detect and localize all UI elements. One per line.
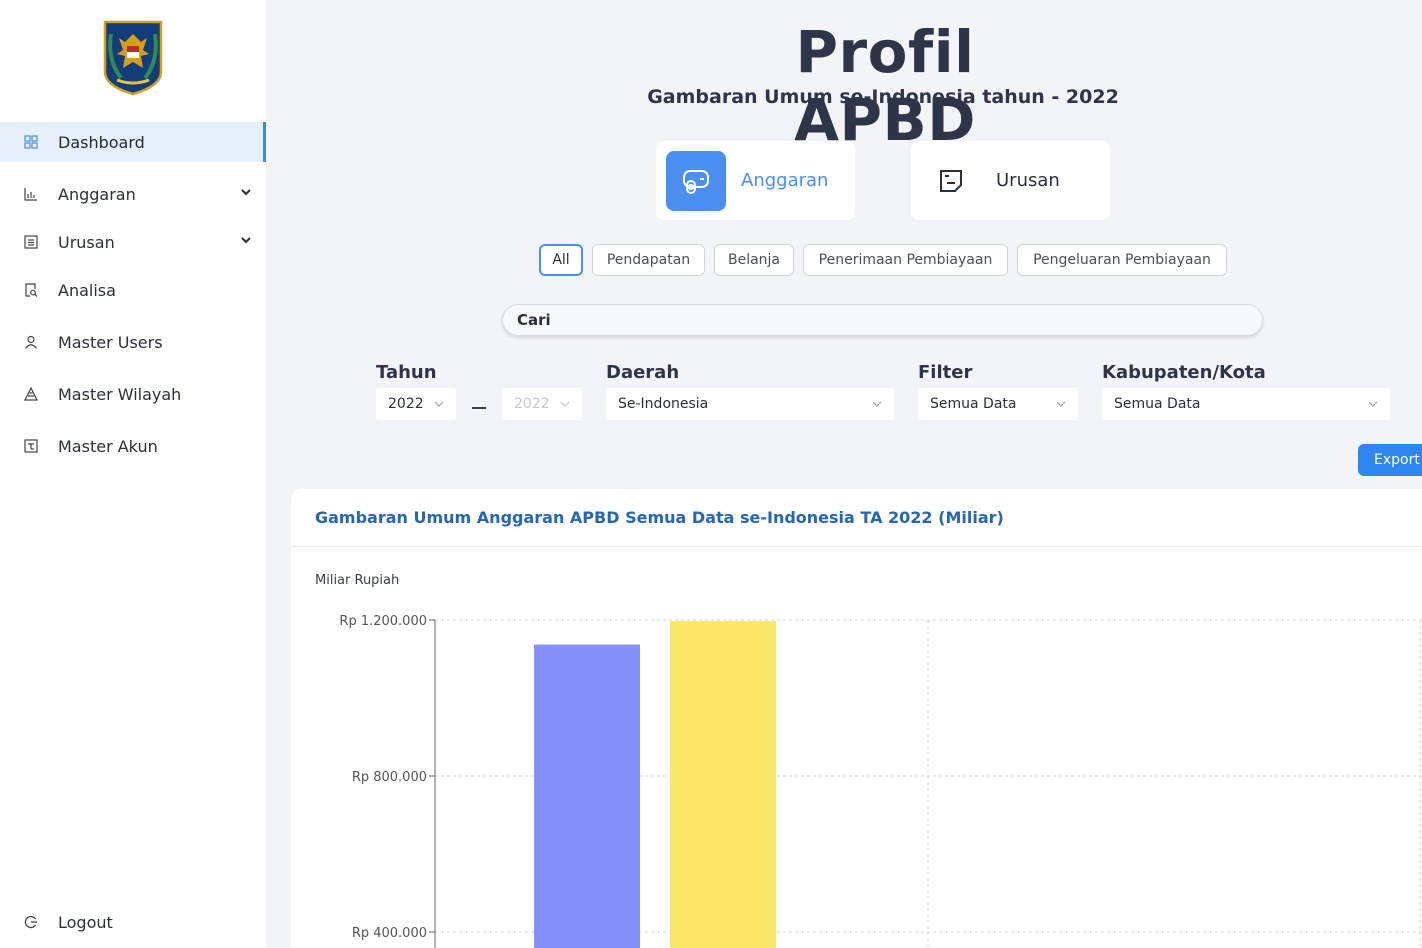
chevron-down-icon — [1368, 401, 1378, 407]
sidebar-item-label: Anggaran — [58, 184, 136, 204]
bar — [670, 621, 776, 948]
tab-label: Urusan — [996, 170, 1060, 191]
logout-button[interactable]: Logout — [0, 902, 266, 942]
tahun-from-select[interactable]: 2022 — [376, 388, 456, 420]
logout-icon — [24, 915, 38, 929]
kemendagri-logo — [103, 20, 163, 96]
range-separator — [472, 407, 486, 409]
grid-icon — [24, 135, 38, 149]
sidebar-item-label: Master Users — [58, 332, 163, 352]
chip-pengeluaran-pembiayaan[interactable]: Pengeluaran Pembiayaan — [1017, 244, 1227, 276]
tahun-from-value: 2022 — [388, 396, 424, 412]
note-icon — [921, 150, 981, 211]
tahun-to-select[interactable]: 2022 — [502, 388, 582, 420]
sidebar-item-dashboard[interactable]: Dashboard — [0, 122, 266, 162]
sidebar-item-label: Dashboard — [58, 132, 145, 152]
export-button[interactable]: Export ( — [1358, 444, 1422, 476]
kabupaten-select[interactable]: Semua Data — [1102, 388, 1390, 420]
kabupaten-value: Semua Data — [1114, 396, 1201, 412]
triangle-map-icon — [24, 387, 38, 401]
sidebar-item-label: Urusan — [58, 232, 115, 252]
chip-pendapatan[interactable]: Pendapatan — [592, 244, 705, 276]
y-tick-label: Rp 400.000 — [352, 926, 427, 941]
user-icon — [24, 335, 38, 349]
chevron-down-icon — [1056, 401, 1066, 407]
search-input[interactable] — [502, 304, 1263, 336]
chevron-down-icon — [872, 401, 882, 407]
chip-penerimaan-pembiayaan[interactable]: Penerimaan Pembiayaan — [803, 244, 1008, 276]
tab-anggaran[interactable]: Anggaran — [656, 141, 855, 220]
chip-all[interactable]: All — [539, 244, 583, 276]
logout-label: Logout — [58, 912, 113, 932]
sidebar-item-master-users[interactable]: Master Users — [0, 322, 266, 362]
filter-select[interactable]: Semua Data — [918, 388, 1078, 420]
list-icon — [24, 235, 38, 249]
sidebar: Dashboard Anggaran Urusan Analisa Master… — [0, 0, 266, 948]
sidebar-item-label: Master Akun — [58, 436, 158, 456]
kabupaten-label: Kabupaten/Kota — [1102, 362, 1266, 383]
chevron-down-icon — [434, 401, 444, 407]
chevron-down-icon — [241, 189, 251, 196]
money-stack-icon — [666, 150, 726, 211]
chevron-down-icon — [241, 237, 251, 244]
account-book-icon — [24, 439, 38, 453]
chart-title: Gambaran Umum Anggaran APBD Semua Data s… — [315, 508, 1004, 527]
sidebar-item-label: Analisa — [58, 280, 116, 300]
y-tick-label: Rp 800.000 — [352, 770, 427, 785]
divider — [291, 546, 1422, 547]
sidebar-item-anggaran[interactable]: Anggaran — [0, 174, 266, 214]
y-axis-label: Miliar Rupiah — [315, 573, 400, 588]
sidebar-item-analisa[interactable]: Analisa — [0, 270, 266, 310]
tahun-to-value: 2022 — [514, 396, 550, 412]
chevron-down-icon — [560, 401, 570, 407]
sidebar-item-master-wilayah[interactable]: Master Wilayah — [0, 374, 266, 414]
filter-label: Filter — [918, 362, 973, 383]
tahun-label: Tahun — [376, 362, 437, 383]
daerah-select[interactable]: Se-Indonesia — [606, 388, 894, 420]
daerah-label: Daerah — [606, 362, 680, 383]
daerah-value: Se-Indonesia — [618, 396, 709, 412]
tab-urusan[interactable]: Urusan — [911, 141, 1110, 220]
chart-card: Gambaran Umum Anggaran APBD Semua Data s… — [291, 489, 1422, 948]
sidebar-item-urusan[interactable]: Urusan — [0, 222, 266, 262]
y-tick-label: Rp 1.200.000 — [339, 614, 427, 629]
bar-chart: Rp 1.200.000 Rp 800.000 Rp 400.000 — [339, 614, 1422, 948]
chip-belanja[interactable]: Belanja — [714, 244, 794, 276]
page-subtitle: Gambaran Umum se-Indonesia tahun - 2022 — [647, 86, 1119, 108]
sidebar-item-master-akun[interactable]: Master Akun — [0, 426, 266, 466]
sidebar-item-label: Master Wilayah — [58, 384, 182, 404]
filter-value: Semua Data — [930, 396, 1017, 412]
document-search-icon — [24, 283, 38, 297]
bar — [534, 644, 640, 948]
bar-chart-icon — [24, 187, 38, 201]
tab-label: Anggaran — [741, 170, 829, 191]
